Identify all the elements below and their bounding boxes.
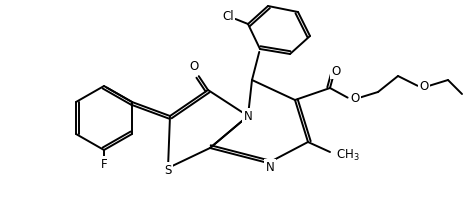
Text: O: O [419,80,429,93]
Text: Cl: Cl [222,9,234,22]
Text: O: O [331,65,341,78]
Text: N: N [243,110,252,123]
Text: O: O [350,91,360,105]
Text: O: O [189,60,199,73]
Text: CH$_3$: CH$_3$ [336,147,360,163]
Text: N: N [266,161,274,174]
Text: S: S [164,164,172,177]
Text: F: F [101,157,107,170]
